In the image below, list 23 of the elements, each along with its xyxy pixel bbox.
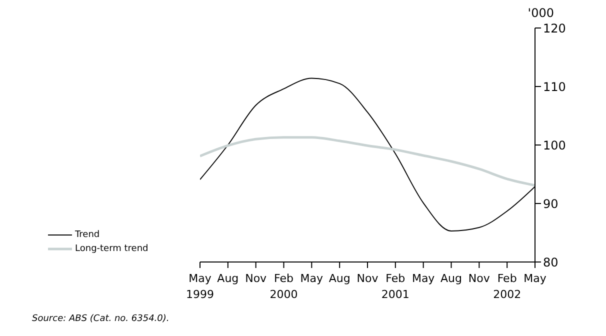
legend-label: Long-term trend — [75, 244, 148, 254]
x-tick-label: May 1999 — [186, 272, 214, 301]
x-tick-label: Aug — [328, 272, 350, 285]
y-axis-title: '000 — [528, 6, 554, 20]
x-tick-label: Nov — [356, 272, 379, 285]
x-tick-label: Feb 2002 — [493, 272, 522, 301]
source-note: Source: ABS (Cat. no. 6354.0). — [32, 314, 170, 324]
x-tick-label: Nov — [468, 272, 490, 285]
x-tick-label: Feb 2001 — [381, 272, 410, 301]
x-tick-label: Nov — [245, 272, 268, 285]
x-tick-label: May — [412, 272, 436, 285]
y-tick-label: 80 — [543, 255, 558, 270]
y-tick-label: 110 — [543, 80, 566, 94]
legend-label: Trend — [75, 230, 100, 240]
y-tick-label: 120 — [543, 21, 566, 36]
x-tick-label: May — [524, 272, 547, 285]
x-tick-label: Aug — [440, 272, 462, 285]
x-tick-label: Aug — [217, 272, 239, 285]
y-tick-label: 90 — [543, 196, 558, 211]
x-tick-label: May — [300, 272, 324, 285]
y-tick-label: 100 — [543, 138, 566, 152]
line-series — [200, 136, 535, 187]
x-tick-label: Feb 2000 — [270, 272, 298, 301]
